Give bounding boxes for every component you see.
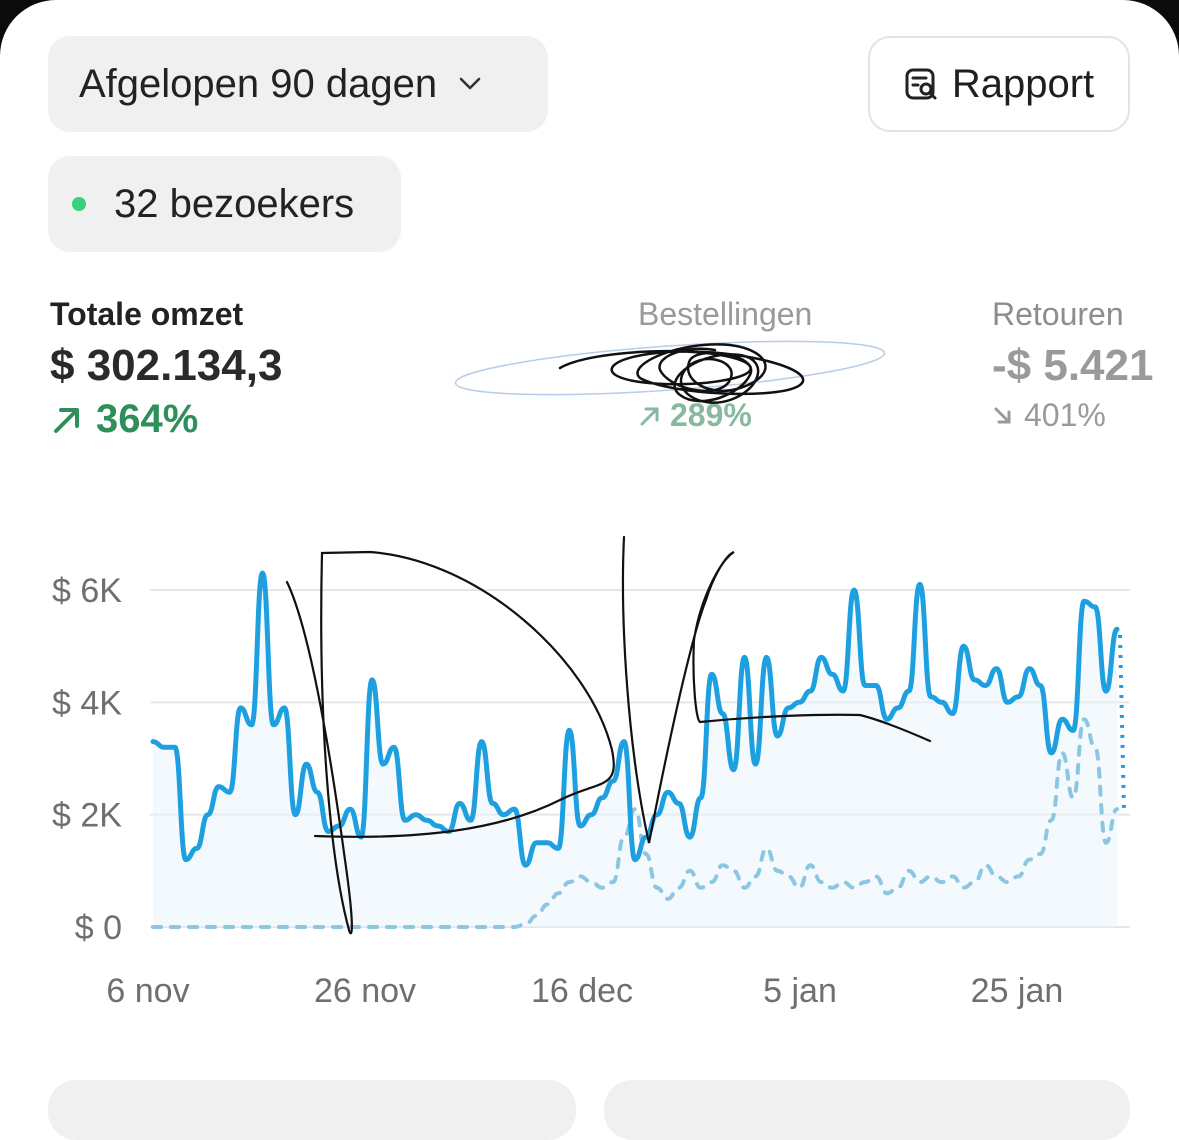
y-tick-label: $ 2K (52, 797, 122, 835)
today-marker (1118, 634, 1126, 811)
live-visitors-badge[interactable]: 32 bezoekers (48, 156, 401, 252)
live-indicator-dot (72, 197, 86, 211)
summary-card-right[interactable] (604, 1080, 1130, 1140)
series-current-area (153, 573, 1117, 927)
metric-change-value: 401% (1024, 397, 1106, 433)
x-tick-label: 6 nov (106, 972, 189, 1010)
arrow-up-right-icon (640, 407, 659, 425)
date-range-label: Afgelopen 90 dagen (79, 61, 438, 106)
series-current-line (150, 570, 1120, 868)
handwriting-overlay (285, 535, 932, 935)
metric-returns[interactable]: Retouren -$ 5.421 401% (992, 296, 1153, 434)
visitors-label: 32 bezoekers (114, 181, 355, 226)
x-tick-label: 5 jan (763, 972, 837, 1010)
arrow-up-right-icon (54, 407, 79, 433)
x-tick-label: 16 dec (531, 972, 633, 1010)
report-search-icon (905, 68, 937, 100)
metric-total-revenue[interactable]: Totale omzet $ 302.134,3 364% (50, 296, 282, 442)
report-label: Rapport (951, 61, 1095, 106)
chevron-down-icon (459, 77, 481, 90)
metric-label: Totale omzet (50, 296, 244, 332)
y-tick-label: $ 0 (75, 909, 122, 947)
series-previous-line (151, 717, 1119, 929)
metric-value: -$ 5.421 (992, 341, 1154, 390)
revenue-line-chart[interactable]: $ 0 $ 2K $ 4K $ 6K 6 nov 26 nov 16 dec 5 jan 25… (0, 500, 1179, 1020)
metric-label: Bestellingen (638, 296, 813, 332)
x-tick-label: 25 jan (971, 972, 1064, 1010)
y-tick-label: $ 4K (52, 684, 122, 722)
scribble-redaction (454, 340, 886, 404)
date-range-dropdown[interactable]: Afgelopen 90 dagen (48, 36, 548, 132)
y-tick-label: $ 6K (52, 572, 122, 610)
x-tick-label: 26 nov (314, 972, 416, 1010)
metric-change-value: 364% (96, 397, 199, 441)
report-button[interactable]: Rapport (868, 36, 1130, 132)
metric-label: Retouren (992, 296, 1124, 332)
metric-change: 364% (50, 397, 282, 442)
metric-change: 401% (992, 397, 1153, 434)
arrow-down-right-icon (994, 407, 1011, 423)
metric-value: $ 302.134,3 (50, 341, 283, 390)
summary-card-left[interactable] (48, 1080, 576, 1140)
